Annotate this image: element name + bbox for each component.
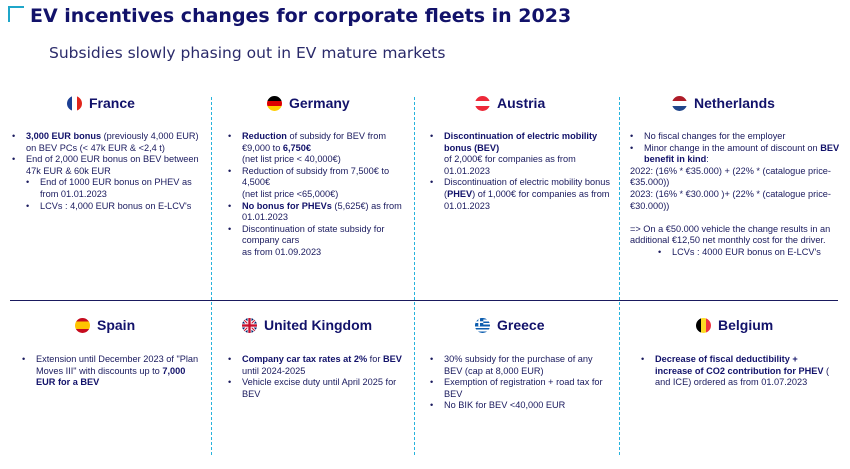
header-belgium: Belgium: [696, 317, 773, 333]
country-name: Netherlands: [694, 95, 775, 111]
country-name: United Kingdom: [264, 317, 373, 333]
flag-germany-icon: [267, 95, 282, 111]
flag-spain-icon: [75, 317, 90, 333]
list-item: No fiscal changes for the employer: [630, 131, 840, 143]
country-name: Greece: [497, 317, 545, 333]
austria-details: Discontinuation of electric mobility bon…: [430, 131, 610, 212]
list-item: No bonus for PHEVs (5,625€) as from 01.0…: [228, 201, 406, 224]
flag-belgium-icon: [696, 317, 711, 333]
header-germany: Germany: [267, 95, 350, 111]
germany-details: Reduction of subsidy for BEV from €9,000…: [228, 131, 406, 259]
column-divider-1: [211, 97, 212, 455]
formula-2022: 2022: (16% * €35.000) + (22% * (catalogu…: [630, 165, 831, 188]
united-kingdom-details: Company car tax rates at 2% for BEV unti…: [228, 354, 406, 400]
greece-details: 30% subsidy for the purchase of any BEV …: [430, 354, 610, 412]
flag-united-kingdom-icon: [242, 317, 257, 333]
list-item: Decrease of fiscal deductibility + incre…: [641, 354, 831, 389]
row-divider: [10, 300, 838, 301]
list-item: LCVs : 4000 EUR bonus on E-LCV's: [658, 247, 840, 259]
list-item: End of 1000 EUR bonus on PHEV as from 01…: [26, 177, 204, 200]
country-name: France: [89, 95, 135, 111]
list-item: Reduction of subsidy from 7,500€ to 4,50…: [228, 166, 406, 201]
header-france: France: [67, 95, 135, 111]
list-item: Reduction of subsidy for BEV from €9,000…: [228, 131, 406, 166]
flag-netherlands-icon: [672, 95, 687, 111]
country-name: Belgium: [718, 317, 774, 333]
column-divider-3: [619, 97, 620, 455]
list-item: Discontinuation of electric mobility bon…: [430, 131, 610, 177]
list-item: Vehicle excise duty until April 2025 for…: [228, 377, 406, 400]
header-austria: Austria: [475, 95, 545, 111]
header-greece: Greece: [475, 317, 544, 333]
page-subtitle: Subsidies slowly phasing out in EV matur…: [49, 44, 446, 62]
header-netherlands: Netherlands: [672, 95, 775, 111]
example-note: => On a €50.000 vehicle the change resul…: [630, 223, 831, 246]
list-item: Extension until December 2023 of "Plan M…: [22, 354, 202, 389]
flag-greece-icon: [475, 317, 490, 333]
list-item: End of 2,000 EUR bonus on BEV between 47…: [12, 154, 204, 177]
country-name: Germany: [289, 95, 350, 111]
netherlands-details: No fiscal changes for the employer Minor…: [630, 131, 840, 259]
list-item: LCVs : 4,000 EUR bonus on E-LCV's: [26, 201, 204, 213]
flag-austria-icon: [475, 95, 490, 111]
list-item: Discontinuation of electric mobility bon…: [430, 177, 610, 212]
list-item: No BIK for BEV <40,000 EUR: [430, 400, 610, 412]
list-item: Minor change in the amount of discount o…: [630, 143, 840, 166]
title-accent-top: [8, 6, 24, 8]
page-title: EV incentives changes for corporate flee…: [30, 5, 572, 27]
country-name: Austria: [497, 95, 546, 111]
header-united-kingdom: United Kingdom: [242, 317, 372, 333]
list-item: 30% subsidy for the purchase of any BEV …: [430, 354, 610, 377]
title-accent-left: [8, 6, 10, 22]
column-divider-2: [414, 97, 415, 455]
list-item: Discontinuation of state subsidy for com…: [228, 224, 406, 259]
spain-details: Extension until December 2023 of "Plan M…: [22, 354, 202, 389]
formula-2023: 2023: (16% * €30.000 )+ (22% * (catalogu…: [630, 188, 831, 211]
france-details: 3,000 EUR bonus (previously 4,000 EUR) o…: [12, 131, 204, 212]
list-item: 3,000 EUR bonus (previously 4,000 EUR) o…: [12, 131, 204, 154]
belgium-details: Decrease of fiscal deductibility + incre…: [641, 354, 831, 389]
header-spain: Spain: [75, 317, 135, 333]
country-name: Spain: [97, 317, 136, 333]
list-item: Exemption of registration + road tax for…: [430, 377, 610, 400]
list-item: Company car tax rates at 2% for BEV unti…: [228, 354, 406, 377]
flag-france-icon: [67, 95, 82, 111]
